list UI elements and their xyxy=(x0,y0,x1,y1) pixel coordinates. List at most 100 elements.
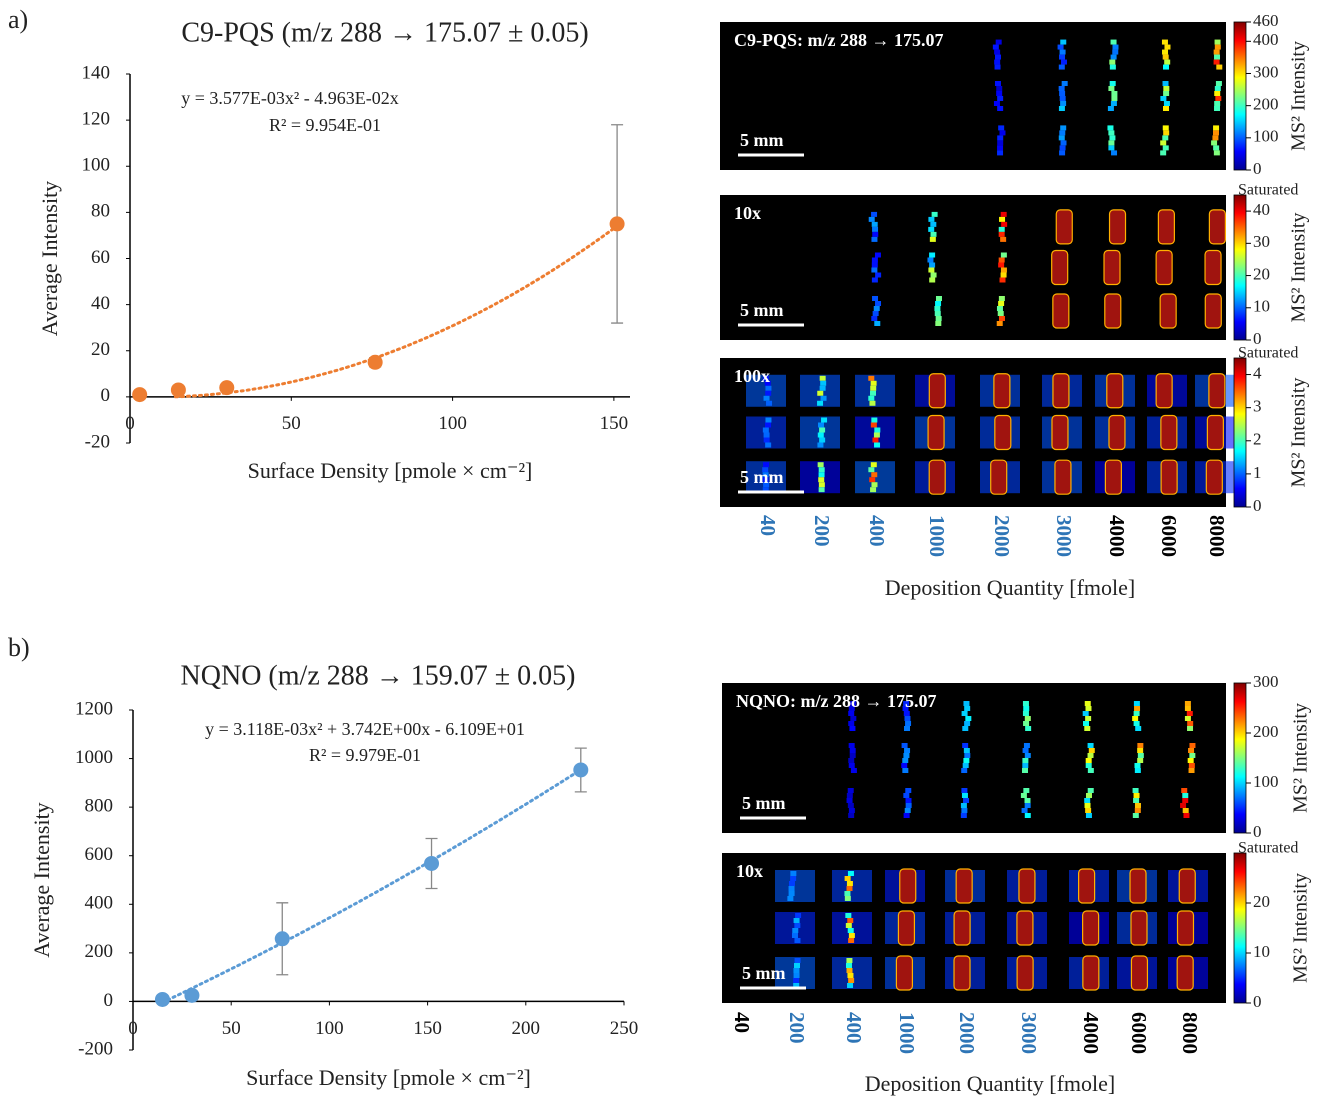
spot xyxy=(1024,803,1031,808)
spot xyxy=(960,813,967,818)
spot xyxy=(1186,711,1193,716)
ms-image xyxy=(720,22,1226,170)
spot xyxy=(819,437,826,443)
spot xyxy=(762,427,769,433)
spot xyxy=(1134,706,1141,711)
spot xyxy=(1137,753,1144,758)
spot xyxy=(960,803,967,808)
spot xyxy=(850,701,857,706)
spot xyxy=(844,876,851,881)
saturated-spot xyxy=(955,868,973,904)
spot xyxy=(1137,748,1144,753)
spot xyxy=(935,296,942,301)
spot xyxy=(1134,763,1141,768)
spot xyxy=(994,81,1001,86)
spot xyxy=(1087,753,1094,758)
spot xyxy=(1022,711,1029,716)
spot xyxy=(935,321,942,326)
spot xyxy=(997,140,1004,146)
saturated-spot xyxy=(1054,459,1072,495)
spot xyxy=(1163,106,1170,111)
spot xyxy=(817,462,824,468)
x-tick-label: 150 xyxy=(413,1018,442,1039)
spot xyxy=(1112,44,1119,50)
spot xyxy=(1132,813,1139,818)
spot xyxy=(850,716,857,721)
spot xyxy=(963,758,970,763)
spot xyxy=(870,487,877,493)
spot xyxy=(1084,798,1091,803)
spot xyxy=(1023,743,1030,748)
spot xyxy=(1060,140,1067,146)
spot xyxy=(1022,748,1029,753)
category-label: 200 xyxy=(785,1012,809,1044)
spot xyxy=(1213,49,1220,55)
spot xyxy=(935,316,942,321)
saturated-spot xyxy=(928,459,946,495)
spot xyxy=(1059,145,1066,151)
spot xyxy=(1109,135,1116,141)
spot xyxy=(1214,91,1221,96)
category-label: 200 xyxy=(810,515,834,547)
colorbar xyxy=(1233,852,1247,1004)
spot xyxy=(930,272,937,278)
spot xyxy=(996,321,1003,326)
spot xyxy=(1184,706,1191,711)
scale-bar-label: 5 mm xyxy=(742,963,786,983)
spot xyxy=(791,933,798,938)
x-tick-label: 0 xyxy=(125,413,135,434)
spot xyxy=(871,417,878,423)
spot xyxy=(997,150,1004,156)
spot xyxy=(1084,726,1091,731)
spot xyxy=(905,721,912,726)
spot xyxy=(997,96,1004,101)
panel-label: b) xyxy=(8,633,30,662)
spot xyxy=(1022,758,1029,763)
point xyxy=(219,380,235,396)
spot xyxy=(927,257,934,263)
spot xyxy=(821,417,828,423)
spot xyxy=(1162,81,1169,86)
spot xyxy=(848,763,855,768)
spot xyxy=(1021,768,1028,773)
trendline xyxy=(166,768,583,1002)
spot xyxy=(792,928,799,933)
spot xyxy=(997,135,1004,141)
saturated-spot xyxy=(1018,868,1036,904)
x-axis-label: Deposition Quantity [fmole] xyxy=(865,1071,1116,1096)
spot xyxy=(793,963,800,968)
colorbar-tick-label: 4 xyxy=(1253,363,1262,382)
saturated-spot xyxy=(1106,373,1124,409)
spot xyxy=(1187,721,1194,726)
spot xyxy=(872,437,879,443)
spot xyxy=(874,321,881,326)
spot xyxy=(849,726,856,731)
colorbar-tick-label: 300 xyxy=(1253,672,1279,691)
spot xyxy=(847,928,854,933)
spot xyxy=(1215,96,1222,101)
spot xyxy=(1084,803,1091,808)
spot xyxy=(934,311,941,316)
spot xyxy=(848,758,855,763)
spot xyxy=(1213,145,1220,151)
x-tick-label: 200 xyxy=(512,1018,541,1039)
y-tick-label: 140 xyxy=(82,62,111,83)
spot xyxy=(905,803,912,808)
spot xyxy=(903,753,910,758)
spot xyxy=(961,808,968,813)
spot xyxy=(904,716,911,721)
spot xyxy=(902,706,909,711)
spot xyxy=(1020,793,1027,798)
spot xyxy=(1187,758,1194,763)
spot xyxy=(1110,39,1117,45)
spot xyxy=(1214,86,1221,91)
spot xyxy=(845,963,852,968)
colorbar-tick-label: 200 xyxy=(1253,722,1279,741)
spot xyxy=(996,306,1003,311)
spot xyxy=(874,442,881,448)
spot xyxy=(1110,101,1117,106)
y-tick-label: 400 xyxy=(85,893,114,914)
spot xyxy=(847,871,854,876)
spot xyxy=(870,462,877,468)
spot xyxy=(765,442,772,448)
